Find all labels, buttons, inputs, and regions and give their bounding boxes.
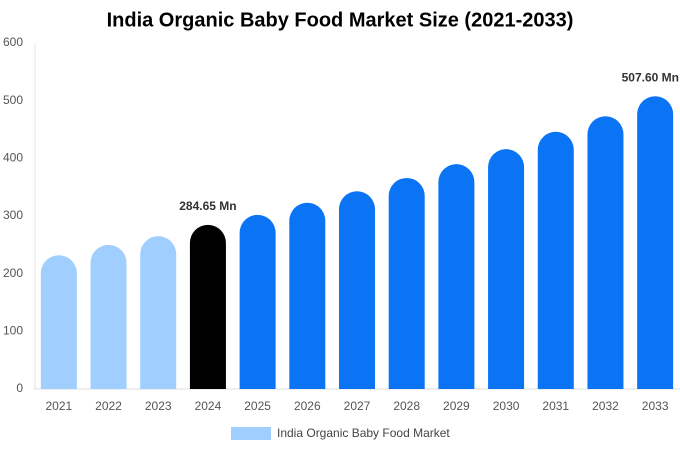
- x-tick-label: 2021: [45, 399, 72, 413]
- bar: [488, 149, 525, 389]
- x-tick-label: 2024: [195, 399, 222, 413]
- y-tick-label: 400: [3, 151, 23, 165]
- x-tick-label: 2031: [542, 399, 569, 413]
- x-tick-label: 2028: [393, 399, 420, 413]
- x-tick-label: 2022: [95, 399, 122, 413]
- bar: [388, 177, 425, 389]
- y-tick-label: 600: [3, 35, 23, 49]
- bar: [587, 116, 624, 389]
- bar: [438, 164, 475, 389]
- bar: [189, 224, 226, 389]
- y-tick-label: 500: [3, 93, 23, 107]
- y-tick-label: 300: [3, 208, 23, 222]
- y-tick-label: 100: [3, 324, 23, 338]
- x-tick-label: 2025: [244, 399, 271, 413]
- x-tick-label: 2032: [592, 399, 619, 413]
- bar: [637, 96, 674, 389]
- chart-title: India Organic Baby Food Market Size (202…: [107, 9, 574, 31]
- data-label: 507.60 Mn: [622, 70, 679, 84]
- legend-swatch: [231, 427, 271, 440]
- y-tick-label: 0: [16, 381, 23, 395]
- bar: [140, 236, 177, 389]
- legend-label: India Organic Baby Food Market: [277, 426, 450, 440]
- x-tick-label: 2033: [642, 399, 669, 413]
- x-tick-label: 2026: [294, 399, 321, 413]
- x-tick-label: 2029: [443, 399, 470, 413]
- bar: [40, 255, 77, 389]
- bar: [289, 202, 326, 389]
- bar: [239, 214, 276, 389]
- x-tick-label: 2030: [493, 399, 520, 413]
- data-label: 284.65 Mn: [179, 199, 236, 213]
- bar: [537, 131, 574, 389]
- x-tick-label: 2027: [344, 399, 371, 413]
- x-tick-label: 2023: [145, 399, 172, 413]
- y-tick-label: 200: [3, 266, 23, 280]
- bar: [90, 244, 127, 389]
- bar: [339, 191, 375, 389]
